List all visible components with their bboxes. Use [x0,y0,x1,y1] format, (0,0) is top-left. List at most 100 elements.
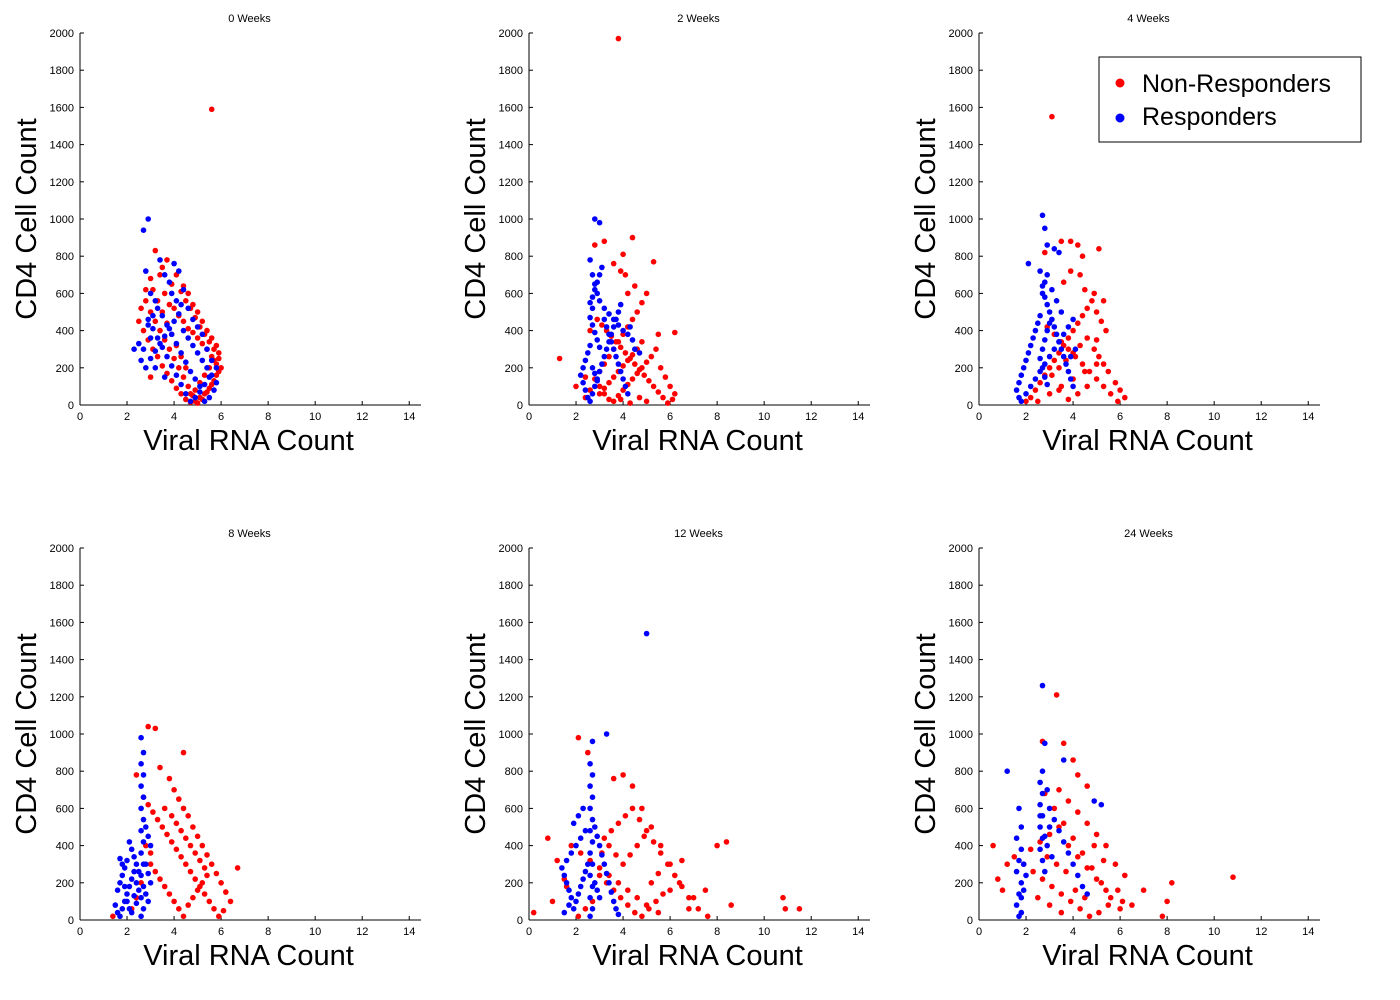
data-point [1030,335,1036,341]
data-point [152,348,159,354]
data-point [589,322,596,328]
data-point [648,353,655,360]
data-point [639,913,645,920]
data-point [1230,874,1236,880]
data-point [615,820,622,827]
data-point [1079,850,1086,856]
data-point [625,902,631,908]
data-point [1025,260,1032,267]
data-point [587,913,593,920]
data-point [216,350,222,356]
data-point [1056,827,1062,834]
data-point [220,907,227,914]
data-point [1093,337,1100,343]
data-point [702,887,709,893]
data-point [1042,279,1048,286]
data-point [585,749,591,756]
data-point [187,368,194,375]
x-tick-label: 12 [1255,411,1267,423]
x-axis-label: Viral RNA Count [592,425,803,457]
data-point [657,850,664,856]
data-point [171,355,177,362]
data-point [1093,876,1100,882]
data-point [608,339,615,345]
data-point [164,353,170,360]
data-point [131,346,137,353]
data-point [1046,391,1053,397]
y-tick-label: 400 [505,326,523,338]
data-point [1039,790,1046,797]
data-point [686,894,692,901]
data-point [655,389,662,395]
data-point [1037,268,1043,274]
data-point [183,298,189,304]
data-point [1169,880,1175,886]
series-non-responders [556,35,678,406]
y-tick-label: 0 [517,400,523,412]
data-point [587,342,593,349]
data-point [613,316,619,323]
data-point [603,346,610,353]
x-tick-label: 14 [1302,926,1314,938]
data-point [1107,391,1114,397]
data-point [646,378,652,384]
data-point [679,857,685,864]
data-point [589,391,596,397]
data-point [234,865,241,871]
series-non-responders [136,106,224,406]
data-point [530,909,537,916]
data-point [1107,894,1114,901]
data-point [171,260,177,267]
data-point [625,391,631,397]
data-point [622,813,629,819]
data-point [1058,891,1065,897]
data-point [606,379,612,386]
data-point [622,350,629,356]
data-point [1093,376,1100,382]
data-point [587,761,593,767]
data-point [206,394,213,401]
data-point [608,889,615,895]
data-point [1065,324,1072,330]
data-point [1039,857,1046,864]
data-point [650,839,657,845]
data-point [1020,861,1027,867]
data-point [617,268,624,274]
y-tick-label: 600 [505,288,523,300]
data-point [147,374,154,380]
y-tick-label: 1000 [50,214,74,226]
data-point [1067,268,1074,274]
data-point [561,872,568,879]
data-point [613,339,619,345]
data-point [190,824,196,830]
data-point [1051,324,1058,330]
y-tick-label: 1200 [499,177,523,189]
data-point [1027,342,1034,349]
data-point [190,301,196,308]
x-axis-label: Viral RNA Count [1042,940,1253,972]
data-point [1079,361,1086,367]
data-point [620,772,626,778]
data-point [192,394,198,401]
data-point [601,305,608,312]
data-point [587,850,593,856]
y-tick-label: 200 [56,363,74,375]
data-point [159,363,166,369]
data-point [117,913,123,920]
data-point [559,865,565,871]
data-point [208,106,215,113]
series-responders [112,734,154,920]
x-tick-label: 8 [714,926,720,938]
data-point [625,331,631,338]
data-point [1042,337,1048,343]
data-point [178,301,184,308]
data-point [686,906,692,912]
x-tick-label: 10 [758,926,770,938]
data-point [136,868,142,875]
data-point [154,816,161,823]
data-point [1023,872,1029,879]
data-point [190,894,196,901]
panel-title: 12 Weeks [674,528,723,540]
y-tick-label: 600 [505,803,523,815]
data-point [1058,238,1065,245]
